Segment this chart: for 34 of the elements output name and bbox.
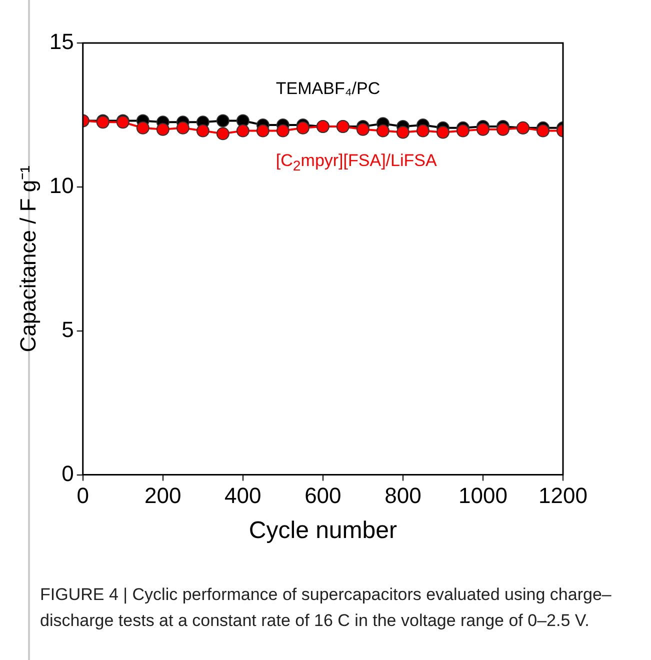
x-tick-label: 600 [304, 483, 342, 508]
caption: FIGURE 4 | Cyclic performance of supercapacitors evaluated using charge–discharge tests at a constant rate of 16 C in the voltage range of 0–2.5 V. [40, 584, 612, 632]
x-tick-label: 1200 [538, 483, 588, 508]
point [536, 124, 550, 138]
x-tick-label: 800 [384, 483, 422, 508]
point [416, 124, 430, 138]
y-tick-label: 0 [62, 460, 74, 486]
y-axis-title: Capacitance / F g⁻¹ [15, 166, 40, 352]
point [156, 122, 170, 136]
x-axis-title: Cycle number [248, 517, 397, 544]
x-tick-label: 200 [144, 483, 182, 508]
x-tick-label: 400 [224, 483, 262, 508]
series-label: TEMABF₄/PC [276, 78, 380, 99]
point [356, 122, 370, 136]
point [296, 121, 310, 134]
point [476, 122, 490, 136]
point [216, 127, 230, 140]
series-label: [C$_{2}$mpyr][FSA]/LiFSA [276, 150, 437, 174]
point [496, 122, 510, 136]
point [456, 124, 470, 138]
point [376, 124, 390, 138]
point [236, 124, 250, 138]
y-tick-label: 15 [49, 29, 74, 54]
point [196, 124, 210, 138]
y-tick-label: 5 [62, 316, 74, 342]
point [396, 126, 410, 139]
point [276, 124, 290, 138]
point [136, 121, 150, 134]
point [436, 126, 450, 139]
point [176, 121, 190, 134]
x-tick-label: 1000 [458, 483, 508, 508]
point [256, 124, 270, 138]
y-tick-label: 10 [49, 172, 74, 198]
point [216, 114, 230, 128]
